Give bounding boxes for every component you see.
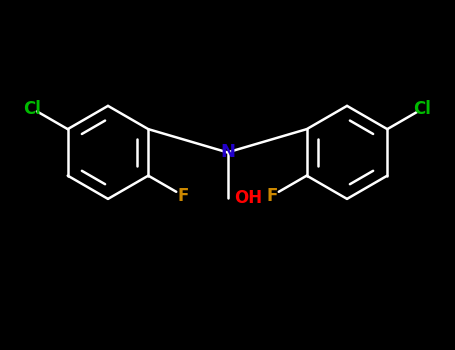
Text: Cl: Cl <box>414 100 431 118</box>
Text: N: N <box>220 144 235 161</box>
Text: OH: OH <box>234 189 262 206</box>
Text: F: F <box>177 187 189 205</box>
Text: F: F <box>266 187 278 205</box>
Text: Cl: Cl <box>24 100 41 118</box>
